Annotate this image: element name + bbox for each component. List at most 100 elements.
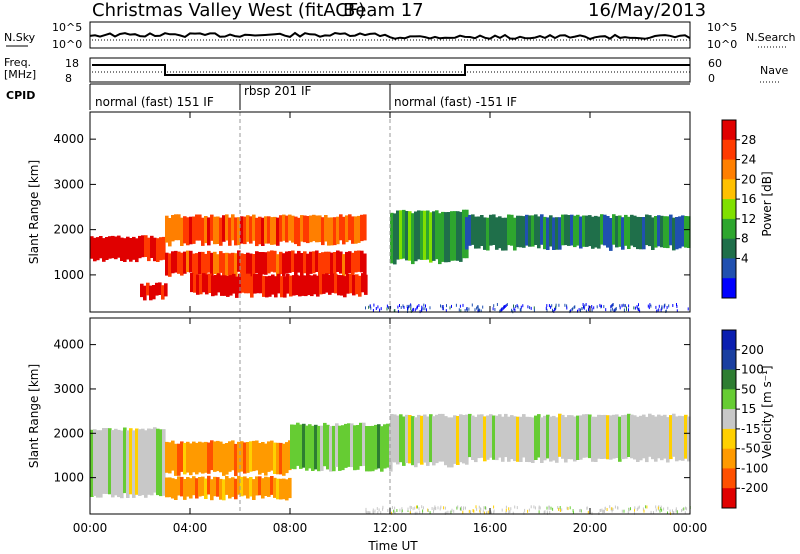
scatter-band-2 [234,253,238,277]
colorbar-tick-label: -15 [741,422,761,436]
ground-speckle [443,506,445,510]
scatter-band-5 [420,210,424,260]
colorbar-swatch [722,218,736,240]
scatter-band-2 [270,476,274,495]
scatter-band-6 [657,215,661,247]
ground-speckle [599,303,601,307]
scatter-band-6 [570,214,574,246]
scatter-band-1 [267,441,271,472]
scatter-band-5 [471,415,475,460]
scatter-band-3 [342,216,346,245]
ground-speckle [475,505,477,509]
ground-speckle [548,304,550,308]
scatter-band-5 [435,210,439,260]
ground-speckle [466,307,468,311]
ground-speckle [493,304,495,308]
scatter-band-4 [399,414,403,463]
scatter-band-2 [252,479,256,500]
ground-speckle [456,506,458,510]
scatter-band-3 [290,424,294,469]
ground-speckle [611,507,613,511]
ground-speckle [524,508,526,512]
scatter-band-3 [306,216,310,244]
ground-speckle [417,305,418,309]
scatter-band-3 [222,215,226,242]
scatter-band-3 [380,426,384,472]
ground-speckle [550,506,552,510]
ground-speckle [407,307,408,311]
scatter-band-2 [279,251,283,275]
ground-speckle [434,506,436,510]
scatter-band-2 [345,251,349,275]
scatter-band-4 [196,274,200,295]
scatter-band-5 [396,210,400,260]
ground-speckle [602,510,604,514]
ground-speckle [401,507,403,511]
scatter-band-3 [350,423,354,468]
ground-speckle [676,309,678,313]
ground-speckle [648,306,650,310]
scatter-band-4 [444,416,448,466]
scatter-band-1 [171,440,175,471]
ground-speckle [397,309,399,313]
scatter-band-5 [546,414,550,459]
scatter-band-3 [165,215,169,243]
ground-speckle [554,307,556,311]
ground-speckle [374,509,376,513]
ground-speckle [609,505,611,509]
ground-speckle [400,306,402,309]
scatter-band-3 [368,426,372,472]
scatter-band-4 [235,276,239,298]
ground-speckle [365,509,367,513]
scatter-band-3 [363,214,367,241]
scatter-band-6 [621,217,625,250]
ground-speckle [634,511,635,515]
cpid-segment-3: normal (fast) -151 IF [394,95,517,109]
ground-speckle [506,303,508,306]
scatter-band-5 [432,211,436,261]
time-x-axis: 00:00 04:00 08:00 12:00 16:00 20:00 00:00 [73,112,707,535]
scatter-band-2 [168,477,172,498]
scatter-band-3 [302,423,306,468]
scatter-band-2 [189,478,193,499]
scatter-band-6 [585,215,589,247]
ground-speckle [460,506,462,510]
scatter-band-0 [147,428,151,495]
scatter-band-3 [332,425,336,472]
scatter-band-6 [579,216,583,249]
ground-speckle [649,303,651,307]
x-tick-label: 16:00 [473,521,508,535]
ground-speckle [422,509,424,513]
ground-speckle [613,309,615,313]
scatter-band-5 [540,417,544,463]
scatter-band-3 [377,424,381,469]
ground-speckle [486,511,487,515]
ground-speckle [580,508,582,512]
ground-speckle [429,511,431,515]
scatter-band-2 [273,477,277,498]
ground-speckle [520,305,522,309]
plot-title: Christmas Valley West (fitACF) [92,0,365,21]
scatter-band-3 [374,424,378,470]
scatter-band-2 [276,478,280,500]
scatter-band-3 [308,424,312,469]
ground-speckle [490,510,492,514]
nsky-label: N.Sky [4,31,36,44]
scatter-band-1 [222,443,226,476]
ground-speckle [505,505,507,509]
scatter-band-2 [240,476,244,497]
scatter-band-2 [165,252,169,276]
ground-speckle [591,511,593,515]
scatter-band-2 [207,250,211,273]
scatter-band-2 [285,479,289,501]
ground-speckle [394,506,396,510]
ground-speckle [583,306,585,310]
ground-speckle [634,306,636,310]
scatter-band-5 [582,414,586,458]
scatter-band-4 [343,276,347,298]
scatter-band-5 [411,213,415,265]
ground-speckle [494,308,496,311]
scatter-band-2 [198,477,202,497]
scatter-band-0 [99,430,103,498]
ground-speckle [460,309,462,313]
